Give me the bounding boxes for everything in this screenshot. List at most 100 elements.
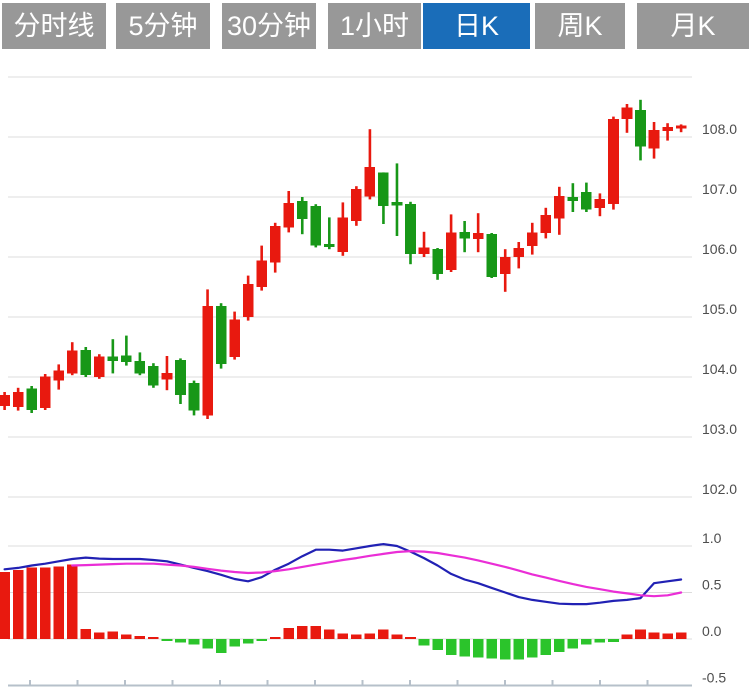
candle-body: [378, 172, 389, 206]
candle: [134, 352, 146, 376]
candle: [378, 172, 389, 224]
candle: [459, 221, 470, 253]
candle-body: [188, 383, 200, 411]
macd-bar-positive: [635, 629, 646, 639]
macd-bar-positive: [269, 637, 281, 639]
price-panel: [0, 99, 687, 419]
macd-bar-positive: [283, 627, 295, 639]
candle: [121, 335, 132, 366]
candle-body: [540, 215, 552, 233]
macd-bar-negative: [554, 639, 565, 653]
macd-bar-negative: [161, 639, 173, 641]
macd-bar-negative: [215, 639, 227, 653]
candle: [364, 129, 376, 200]
candle-body: [26, 388, 37, 410]
candle-body: [121, 355, 132, 362]
tab-5min[interactable]: 5分钟: [116, 3, 210, 49]
macd-bar-negative: [229, 639, 240, 647]
candle: [202, 289, 213, 419]
candle-body: [66, 350, 78, 374]
macd-bar-positive: [0, 572, 10, 639]
candle-body: [472, 233, 484, 239]
candle: [229, 311, 240, 360]
macd-bar-positive: [80, 628, 92, 639]
candle: [662, 123, 673, 141]
candle-body: [391, 201, 403, 206]
candle: [351, 186, 362, 226]
candle-body: [202, 306, 213, 416]
macd-bar-negative: [499, 639, 511, 660]
candle: [621, 104, 633, 133]
tab-label: 分时线: [13, 10, 95, 41]
candle: [296, 197, 308, 235]
price-tick-label: 104.0: [702, 361, 737, 377]
macd-bar-negative: [175, 639, 186, 643]
tab-daily-k[interactable]: 日K: [423, 3, 530, 49]
candle-body: [351, 189, 362, 221]
candle: [418, 231, 430, 257]
candle-body: [418, 247, 430, 254]
candle: [324, 217, 335, 250]
candle: [66, 342, 78, 376]
macd-bar-positive: [12, 570, 24, 639]
candle-body: [324, 243, 335, 247]
candle-wick: [666, 123, 669, 141]
candle-body: [107, 356, 119, 361]
candle: [445, 214, 457, 272]
candle-body: [80, 350, 92, 376]
candle-body: [405, 204, 416, 254]
candle-wick: [368, 129, 372, 200]
candle: [405, 201, 416, 265]
tab-monthly-k[interactable]: 月K: [637, 3, 749, 49]
candle-body: [229, 319, 240, 358]
candle-body: [134, 360, 146, 374]
macd-panel: [0, 542, 692, 687]
macd-bar-positive: [66, 564, 78, 639]
candle: [310, 204, 322, 248]
tab-1hour[interactable]: 1小时: [328, 3, 421, 49]
candle: [608, 116, 619, 210]
period-tabbar: 分时线 5分钟 30分钟 1小时 日K 周K 月K: [0, 3, 756, 49]
price-tick-label: 107.0: [702, 181, 737, 197]
candle-body: [310, 206, 322, 246]
tab-timeline[interactable]: 分时线: [2, 3, 106, 49]
candle-body: [499, 257, 511, 274]
macd-tick-label: 0.0: [702, 623, 722, 639]
candle: [594, 193, 606, 217]
candle-body: [621, 107, 633, 119]
candle-body: [296, 201, 308, 220]
macd-bar-negative: [242, 639, 254, 644]
tab-30min[interactable]: 30分钟: [222, 3, 316, 49]
candle-body: [554, 195, 565, 219]
macd-bar-positive: [324, 629, 335, 639]
candle: [175, 358, 186, 404]
candle-wick: [111, 339, 115, 374]
macd-bar-negative: [418, 639, 430, 646]
candle: [39, 374, 51, 410]
candle: [472, 213, 484, 253]
candle: [107, 339, 119, 374]
candle: [513, 242, 525, 269]
price-tick-label: 108.0: [702, 121, 737, 137]
macd-bar-negative: [608, 639, 619, 642]
candle-body: [581, 192, 592, 210]
candle-body: [675, 125, 687, 129]
macd-bar-positive: [391, 634, 403, 639]
candle-body: [486, 234, 497, 277]
candle-body: [0, 395, 10, 406]
tab-label: 日K: [453, 10, 499, 41]
candle-body: [445, 232, 457, 271]
candle: [526, 222, 538, 255]
macd-bar-positive: [364, 633, 376, 639]
candle-body: [12, 392, 24, 407]
candle: [432, 248, 443, 280]
candle: [188, 380, 200, 416]
candle-body: [459, 231, 470, 239]
tab-weekly-k[interactable]: 周K: [535, 3, 625, 49]
macd-bar-negative: [202, 639, 213, 649]
candle-body: [161, 372, 173, 380]
candle: [26, 386, 37, 413]
candle: [337, 202, 349, 256]
macd-bar-negative: [526, 639, 538, 658]
